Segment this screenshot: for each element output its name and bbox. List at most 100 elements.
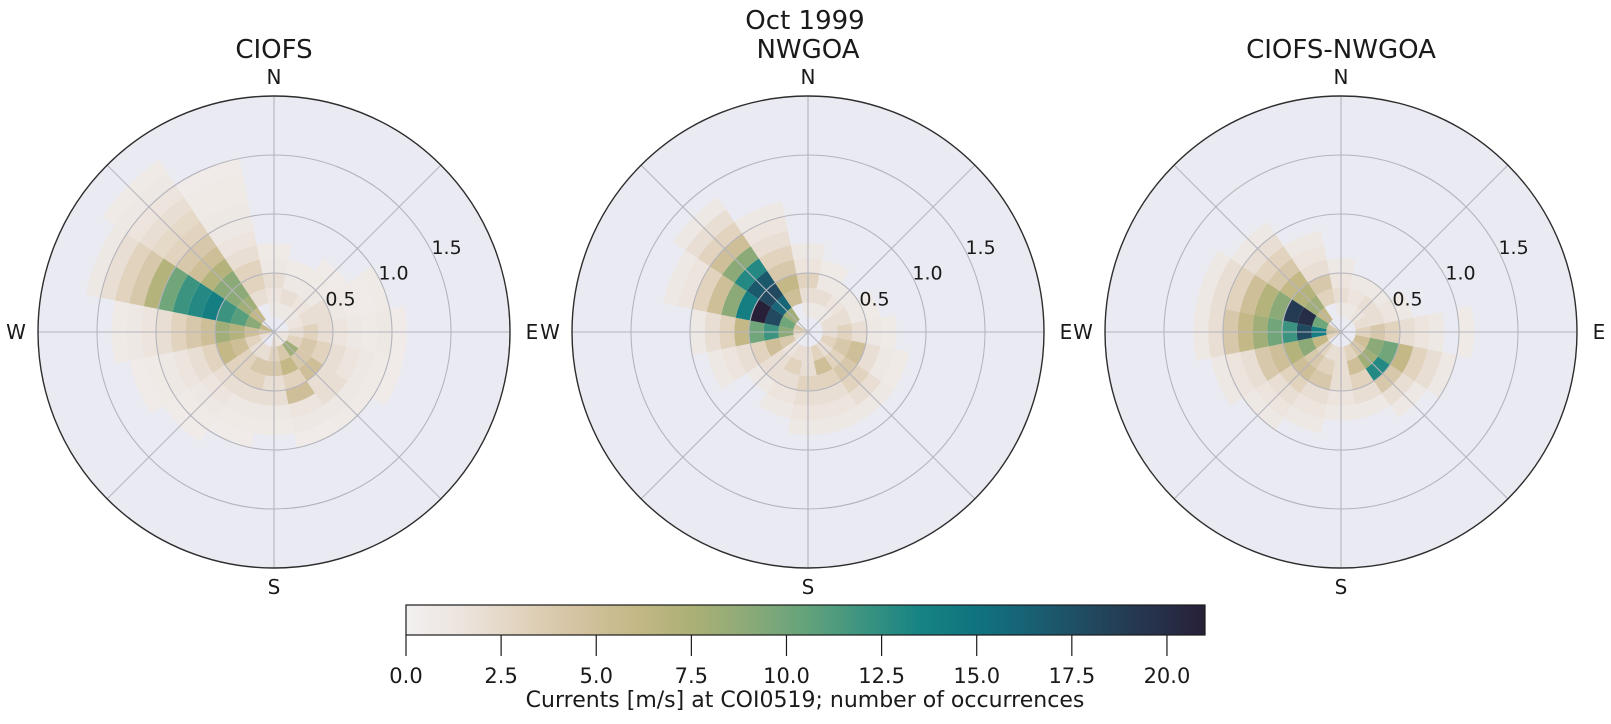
rose-cell xyxy=(359,352,390,398)
rose-cell xyxy=(706,274,735,315)
rose-cell xyxy=(285,381,315,405)
rose-cell xyxy=(359,266,390,312)
rose-cell xyxy=(347,274,376,315)
rose-cell xyxy=(257,344,272,361)
rose-cell xyxy=(187,282,213,318)
rose-cell xyxy=(224,393,260,419)
rose-cell xyxy=(241,274,266,296)
rose-cell xyxy=(158,266,189,312)
rose-cell xyxy=(1346,356,1366,376)
rose-cell xyxy=(129,250,164,307)
rose-cell xyxy=(857,291,881,321)
rose-cell xyxy=(208,417,254,448)
rose-cell xyxy=(1283,299,1305,324)
rose-cell xyxy=(1355,393,1391,419)
polar-boundary xyxy=(1104,95,1578,569)
rose-cell xyxy=(230,307,250,327)
rose-cell xyxy=(844,340,866,365)
rose-cell xyxy=(881,349,910,390)
compass-label-s: S xyxy=(802,575,815,599)
rose-cell xyxy=(721,282,747,318)
rose-cell xyxy=(1316,356,1336,376)
rose-cell xyxy=(663,250,698,307)
rose-cell xyxy=(750,340,772,365)
rose-cell xyxy=(158,352,189,398)
rose-cell xyxy=(279,356,299,376)
rose-cell xyxy=(100,233,140,301)
rose-cell xyxy=(779,334,796,349)
rose-cell xyxy=(793,323,808,332)
rose-cell xyxy=(1308,274,1333,296)
rose-cell xyxy=(1283,230,1324,259)
rose-cell xyxy=(288,393,324,419)
rose-cell xyxy=(172,274,201,315)
rose-cell xyxy=(282,368,307,390)
rose-cell xyxy=(783,288,803,308)
polar-boundary xyxy=(571,95,1045,569)
rose-cell xyxy=(1283,405,1324,434)
rose-cell xyxy=(1312,334,1329,349)
rose-cell xyxy=(294,417,340,448)
rose-cell xyxy=(286,334,303,349)
colorbar-tick-label: 12.5 xyxy=(858,664,905,688)
rose-cell xyxy=(310,340,332,365)
rose-cell xyxy=(758,245,794,271)
rose-cell xyxy=(274,332,289,341)
colorbar-tick-label: 10.0 xyxy=(763,664,810,688)
rose-cell xyxy=(216,405,257,434)
rose-cell xyxy=(335,282,361,318)
rose-cell xyxy=(310,299,332,324)
angular-gridline xyxy=(106,164,442,500)
rose-cell xyxy=(1377,340,1399,365)
rose-cell xyxy=(1297,337,1317,357)
rose-cell xyxy=(1268,343,1292,373)
rose-cell xyxy=(825,405,866,434)
rose-cell xyxy=(233,259,263,283)
rose-cell xyxy=(816,368,841,390)
rose-cell xyxy=(1349,368,1374,390)
rose-cell xyxy=(706,349,735,390)
rose-cell xyxy=(1225,266,1256,312)
rose-cell xyxy=(1390,291,1414,321)
figure-title: Oct 1999 xyxy=(745,6,865,36)
rose-cell xyxy=(291,405,332,434)
rose-cell xyxy=(750,230,791,259)
rose-cell xyxy=(1210,258,1243,309)
rose-cell xyxy=(1291,245,1327,271)
rose-cell xyxy=(767,259,797,283)
rose-cell xyxy=(750,299,772,324)
compass-label-e: E xyxy=(1060,320,1073,344)
rose-cell xyxy=(869,346,895,382)
rose-cell xyxy=(1343,303,1358,320)
rose-cell xyxy=(1291,393,1327,419)
compass-label-e: E xyxy=(1593,320,1606,344)
rose-cell xyxy=(1239,274,1268,315)
rose-cell xyxy=(820,334,837,349)
rose-cell xyxy=(1349,274,1374,296)
rose-cell xyxy=(775,274,800,296)
rose-cell xyxy=(347,349,376,390)
colorbar-tick-label: 20.0 xyxy=(1144,664,1191,688)
rose-cell xyxy=(224,245,260,271)
rose-cell xyxy=(216,299,238,324)
rose-cell xyxy=(372,355,405,406)
rose-cell xyxy=(1300,259,1330,283)
rose-cell xyxy=(1312,315,1329,330)
rose-cell xyxy=(298,307,318,327)
colorbar-tick-label: 2.5 xyxy=(484,664,517,688)
rose-cell xyxy=(1402,346,1428,382)
rose-cell xyxy=(758,393,794,419)
rose-cell xyxy=(298,337,318,357)
rose-cell xyxy=(1316,288,1336,308)
compass-label-s: S xyxy=(268,575,281,599)
colorbar-label: Currents [m/s] at COI0519; number of occ… xyxy=(525,688,1085,713)
rose-cell xyxy=(1239,349,1268,390)
radial-tick-label: 1.5 xyxy=(1498,237,1528,259)
compass-label-n: N xyxy=(801,65,816,89)
rose-cell xyxy=(201,291,225,321)
rose-cell xyxy=(1365,337,1385,357)
rose-cell xyxy=(1414,349,1443,390)
rose-cell xyxy=(1308,368,1333,390)
compass-label-w: W xyxy=(1073,320,1093,344)
